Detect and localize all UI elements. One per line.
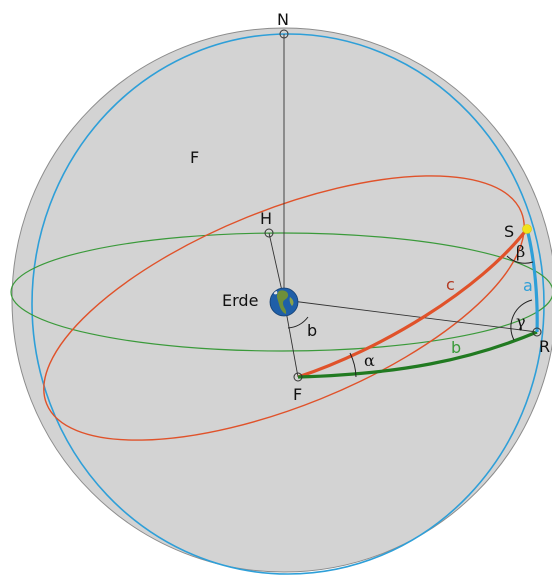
- label-h: H: [260, 209, 272, 228]
- label-sphere-f: F: [190, 148, 199, 167]
- beta-angle-arc: [506, 255, 534, 264]
- label-erde: Erde: [222, 291, 258, 310]
- equator-ellipse: [10, 232, 552, 352]
- label-n: N: [277, 10, 289, 29]
- label-s: S: [504, 222, 514, 241]
- earth-globe-icon: [269, 287, 299, 317]
- label-alpha: α: [364, 351, 375, 370]
- label-f: F: [293, 385, 302, 404]
- label-arc-c: c: [446, 275, 455, 294]
- arc-c: [297, 228, 529, 379]
- label-arc-b: b: [451, 338, 461, 357]
- h-point-marker: [264, 228, 274, 238]
- alpha-angle-arc: [349, 352, 357, 378]
- arc-a: [525, 228, 539, 333]
- label-r: R: [539, 337, 550, 356]
- sun-point: [522, 224, 532, 234]
- gamma-angle-arc: [510, 299, 533, 341]
- label-arc-a: a: [523, 276, 533, 295]
- ecliptic-ellipse: [43, 175, 525, 441]
- line-to-r: [283, 299, 538, 333]
- r-point-marker: [532, 327, 542, 337]
- north-point-marker: [279, 29, 289, 39]
- label-center-b: b: [307, 321, 317, 340]
- f-point-marker: [293, 372, 303, 382]
- b-angle-arc: [287, 316, 309, 329]
- label-gamma: γ: [516, 312, 526, 331]
- arc-b: [297, 330, 538, 379]
- label-beta: β: [516, 242, 525, 261]
